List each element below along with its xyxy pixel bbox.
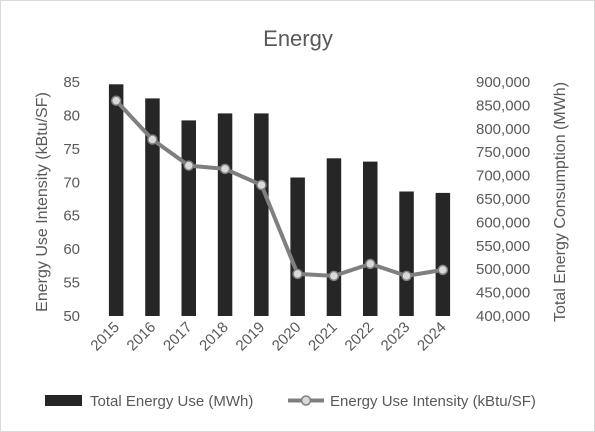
left-tick-label: 60: [63, 241, 80, 258]
bar-2019: [254, 113, 269, 317]
right-tick-label: 900,000: [476, 74, 530, 91]
eui-point-2015: [110, 95, 122, 106]
line-series: [110, 95, 449, 282]
right-axis-title: Total Energy Consumption (MWh): [552, 82, 569, 322]
bar-2017: [181, 120, 196, 317]
left-tick-label: 50: [63, 308, 80, 325]
x-tick-label: 2015: [87, 319, 123, 355]
right-tick-label: 400,000: [476, 308, 530, 325]
legend: Total Energy Use (MWh) Energy Use Intens…: [45, 393, 536, 410]
right-tick-label: 500,000: [476, 261, 530, 278]
right-tick-label: 550,000: [476, 238, 530, 255]
bar-2016: [145, 98, 160, 317]
bar-2015: [108, 84, 124, 316]
eui-point-2016: [147, 134, 158, 145]
left-tick-label: 85: [63, 74, 80, 91]
left-tick-label: 75: [63, 141, 80, 158]
eui-point-2019: [256, 179, 267, 191]
bar-2023: [399, 191, 414, 316]
bar-2020: [290, 177, 305, 316]
bar-2024: [435, 192, 451, 316]
right-tick-label: 450,000: [476, 285, 530, 302]
eui-point-2018: [219, 163, 231, 175]
bar-2018: [217, 113, 233, 317]
bar-series: [108, 84, 451, 317]
x-tick-label: 2022: [342, 319, 378, 355]
right-tick-label: 850,000: [476, 97, 530, 114]
right-tick-label: 600,000: [476, 214, 530, 231]
right-axis-ticks: 400,000 450,000 500,000 550,000 600,000 650,0…: [476, 74, 530, 325]
x-tick-label: 2023: [378, 319, 414, 355]
right-tick-label: 650,000: [476, 191, 530, 208]
eui-point-2017: [183, 160, 195, 171]
x-tick-label: 2016: [124, 319, 160, 355]
left-axis-ticks: 50 55 60 65 70 75 80 85: [63, 74, 80, 325]
bar-2022: [363, 161, 378, 316]
eui-point-2020: [292, 268, 303, 280]
left-tick-label: 55: [63, 275, 80, 292]
eui-point-2022: [365, 258, 376, 270]
x-tick-label: 2020: [269, 319, 305, 355]
left-tick-label: 80: [63, 107, 80, 124]
legend-bar-swatch: [45, 395, 82, 406]
bar-2021: [326, 158, 342, 316]
left-tick-label: 70: [63, 174, 80, 191]
chart-title: Energy: [263, 26, 333, 51]
left-tick-label: 65: [63, 208, 80, 225]
left-axis-title: Energy Use Intensity (kBtu/SF): [34, 92, 51, 312]
x-tick-label: 2024: [414, 319, 450, 355]
x-tick-label: 2018: [196, 319, 232, 355]
legend-line-label: Energy Use Intensity (kBtu/SF): [330, 393, 536, 410]
x-tick-label: 2017: [160, 319, 196, 355]
eui-point-2023: [401, 270, 412, 282]
right-tick-label: 750,000: [476, 144, 530, 161]
right-tick-label: 700,000: [476, 168, 530, 185]
eui-point-2021: [328, 270, 340, 282]
right-tick-label: 800,000: [476, 121, 530, 138]
x-tick-label: 2021: [305, 319, 341, 355]
x-tick-label: 2019: [233, 319, 269, 355]
legend-bar-label: Total Energy Use (MWh): [90, 393, 253, 410]
eui-point-2024: [437, 264, 449, 276]
legend-line-marker: [300, 395, 312, 406]
x-axis-ticks: 2015 2016 2017 2018 2019 2020 2021 2022 2023 2024: [87, 319, 449, 355]
eui-line: [114, 99, 444, 278]
